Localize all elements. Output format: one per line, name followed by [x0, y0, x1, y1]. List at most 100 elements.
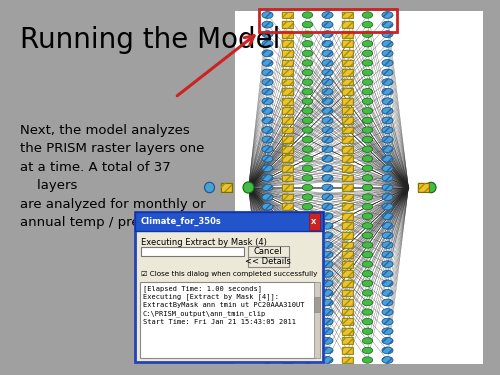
Ellipse shape — [302, 175, 312, 181]
Ellipse shape — [362, 328, 372, 334]
Bar — [342, 50, 353, 57]
Bar — [342, 174, 353, 181]
Ellipse shape — [262, 318, 273, 325]
Ellipse shape — [362, 270, 372, 277]
Ellipse shape — [262, 79, 273, 86]
Bar — [282, 261, 293, 267]
Ellipse shape — [322, 184, 333, 191]
Ellipse shape — [302, 40, 312, 47]
Ellipse shape — [262, 290, 273, 296]
Bar — [308, 213, 320, 230]
Bar — [342, 203, 353, 210]
Bar — [342, 117, 353, 124]
Bar — [282, 270, 293, 277]
Bar — [342, 155, 353, 162]
Ellipse shape — [382, 261, 393, 267]
Bar — [282, 347, 293, 354]
Ellipse shape — [382, 174, 393, 181]
Ellipse shape — [302, 328, 312, 334]
Ellipse shape — [362, 175, 372, 181]
Ellipse shape — [302, 232, 312, 238]
Ellipse shape — [382, 60, 393, 66]
Ellipse shape — [302, 165, 312, 171]
Text: Climate_for_350s: Climate_for_350s — [141, 217, 222, 226]
Ellipse shape — [362, 318, 372, 325]
Bar — [282, 174, 293, 181]
Ellipse shape — [382, 270, 393, 277]
Bar — [282, 309, 293, 315]
Bar — [282, 242, 293, 248]
Ellipse shape — [302, 69, 312, 76]
Ellipse shape — [322, 194, 333, 201]
Ellipse shape — [382, 98, 393, 105]
Bar — [342, 155, 353, 162]
Ellipse shape — [262, 347, 273, 354]
Bar — [282, 318, 293, 325]
Ellipse shape — [262, 251, 273, 258]
Bar — [282, 222, 293, 229]
Ellipse shape — [382, 184, 393, 191]
Bar — [342, 98, 353, 105]
Bar — [418, 183, 428, 192]
Bar — [282, 60, 293, 66]
Ellipse shape — [302, 223, 312, 229]
Ellipse shape — [362, 347, 372, 354]
Ellipse shape — [262, 98, 273, 105]
Bar — [342, 338, 353, 344]
Ellipse shape — [322, 108, 333, 114]
Bar — [282, 194, 293, 201]
Ellipse shape — [362, 117, 372, 124]
Ellipse shape — [302, 31, 312, 38]
Bar — [342, 117, 353, 124]
Ellipse shape — [382, 21, 393, 28]
Bar — [282, 79, 293, 86]
Bar — [342, 165, 353, 172]
Ellipse shape — [362, 242, 372, 248]
Bar — [342, 222, 353, 229]
Ellipse shape — [322, 79, 333, 86]
Bar — [342, 213, 353, 220]
Bar — [282, 127, 293, 134]
Ellipse shape — [302, 261, 312, 267]
Bar — [282, 98, 293, 105]
Ellipse shape — [302, 194, 312, 200]
Bar — [342, 108, 353, 114]
Ellipse shape — [382, 31, 393, 38]
Ellipse shape — [362, 251, 372, 258]
Bar — [418, 183, 428, 192]
Ellipse shape — [262, 60, 273, 66]
Bar — [342, 357, 353, 363]
Bar — [282, 338, 293, 344]
Bar — [221, 183, 232, 192]
Ellipse shape — [322, 40, 333, 47]
Bar — [282, 98, 293, 105]
Ellipse shape — [322, 290, 333, 296]
Ellipse shape — [262, 280, 273, 287]
Bar — [282, 117, 293, 124]
Bar — [282, 21, 293, 28]
Ellipse shape — [382, 108, 393, 114]
Bar — [282, 69, 293, 76]
Bar — [282, 232, 293, 239]
Bar — [342, 79, 353, 86]
Bar — [342, 40, 353, 47]
Bar — [342, 60, 353, 66]
Bar — [282, 232, 293, 239]
Ellipse shape — [322, 328, 333, 334]
Bar — [282, 40, 293, 47]
Ellipse shape — [262, 338, 273, 344]
Ellipse shape — [362, 309, 372, 315]
Ellipse shape — [302, 12, 312, 18]
Bar — [342, 88, 353, 95]
Bar — [342, 251, 353, 258]
Ellipse shape — [302, 242, 312, 248]
Ellipse shape — [362, 12, 372, 18]
Bar — [342, 328, 353, 334]
Ellipse shape — [322, 270, 333, 277]
Ellipse shape — [362, 213, 372, 219]
Bar — [282, 194, 293, 201]
Ellipse shape — [302, 146, 312, 152]
Bar — [282, 347, 293, 354]
Bar — [282, 127, 293, 134]
Bar — [282, 136, 293, 143]
